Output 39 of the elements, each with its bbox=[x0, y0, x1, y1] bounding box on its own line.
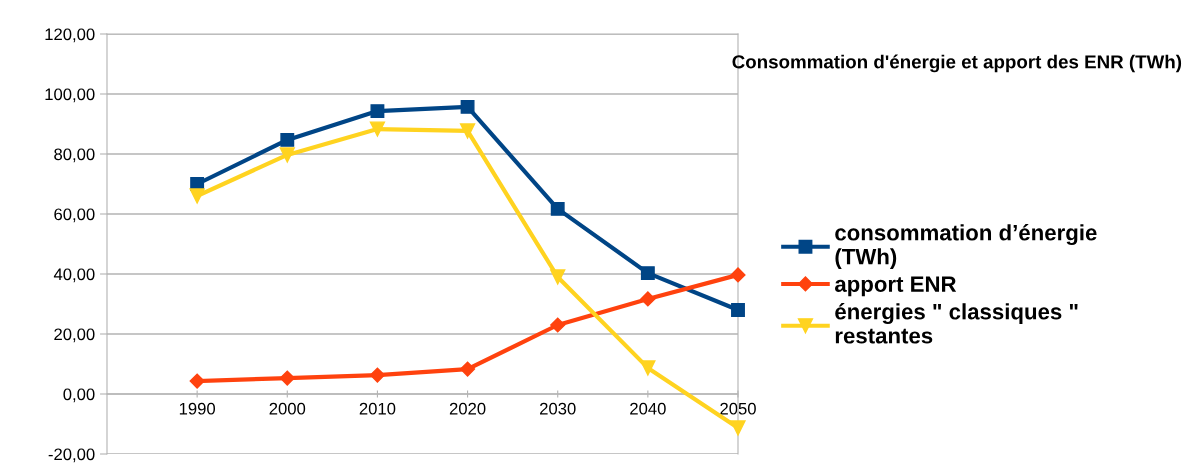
x-tick-label: 2050 bbox=[720, 402, 756, 415]
point bbox=[369, 367, 385, 383]
y-tick-label: 100,00 bbox=[45, 88, 95, 103]
y-tick-label: 0,00 bbox=[63, 388, 95, 403]
point bbox=[550, 317, 566, 333]
legend-label: énergies " classiques " restantes bbox=[835, 303, 1078, 344]
legend-label: apport ENR bbox=[835, 276, 957, 297]
point bbox=[550, 201, 565, 216]
point bbox=[640, 360, 656, 376]
point bbox=[369, 121, 386, 137]
x-tick-label: 2030 bbox=[540, 402, 576, 415]
x-tick-label: 1990 bbox=[179, 402, 216, 415]
x-tick-label: 2010 bbox=[359, 402, 396, 415]
point bbox=[730, 267, 746, 283]
point bbox=[279, 147, 295, 163]
y-tick-label: 20,00 bbox=[54, 328, 95, 343]
x-tick-label: 2040 bbox=[630, 402, 666, 415]
point bbox=[460, 361, 476, 377]
y-tick-label: -20,00 bbox=[48, 448, 95, 463]
y-tick-label: 80,00 bbox=[54, 148, 95, 163]
x-tick-label: 2020 bbox=[449, 402, 486, 415]
x-tick-label: 2000 bbox=[269, 402, 306, 415]
legend-label: consommation d’énergie (TWh) bbox=[835, 224, 1097, 269]
point bbox=[640, 266, 655, 281]
point bbox=[189, 373, 205, 389]
point bbox=[730, 420, 746, 436]
point bbox=[640, 291, 656, 307]
point bbox=[550, 269, 566, 285]
y-tick-label: 40,00 bbox=[53, 268, 95, 283]
y-tick-label: 120,00 bbox=[45, 28, 95, 43]
point bbox=[460, 99, 475, 114]
point bbox=[189, 188, 205, 204]
point bbox=[279, 370, 295, 386]
y-tick-label: 60,00 bbox=[54, 208, 95, 223]
point bbox=[459, 123, 476, 139]
point bbox=[370, 104, 385, 119]
point bbox=[280, 132, 295, 147]
point bbox=[731, 303, 745, 317]
text: Consommation d'énergie et apport des ENR (TWh) bbox=[732, 54, 1182, 73]
